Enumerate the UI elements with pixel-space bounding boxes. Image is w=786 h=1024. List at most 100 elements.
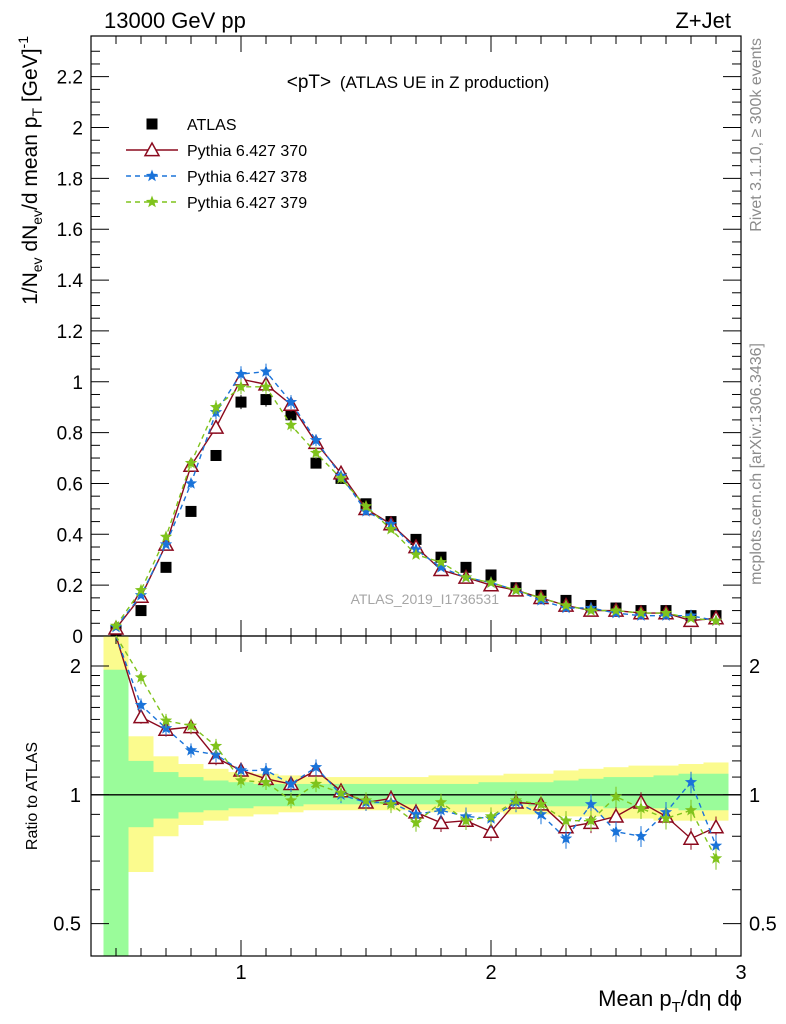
y-tick-label: 0.4 — [57, 525, 84, 546]
ylabel-part: 1/N — [19, 272, 42, 305]
x-tick-label: 3 — [735, 962, 746, 984]
series-2-line — [115, 370, 717, 628]
band-green-bin — [128, 760, 154, 828]
series-3-point — [334, 471, 348, 484]
series-3-point — [309, 446, 323, 459]
ratio-series-2-point — [434, 795, 448, 808]
y-tick-label: 0.6 — [57, 474, 83, 495]
ratio-data — [115, 635, 725, 870]
band-green-bin — [103, 669, 129, 956]
main-y-axis-label: 1/Nev dNev/d mean pT [GeV]-1 — [15, 36, 45, 305]
ratio-y-tick-label-right: 1 — [749, 785, 760, 807]
ratio-series-1-point — [184, 743, 198, 756]
ratio-series-2-point — [584, 814, 598, 826]
y-tick-label: 0.8 — [57, 424, 83, 445]
series-0-point — [460, 561, 472, 573]
series-2-point — [234, 367, 248, 380]
ratio-series-2-point — [484, 809, 498, 822]
xlabel-sub: T — [672, 999, 681, 1016]
xlabel-part: /dη dϕ — [681, 986, 742, 1011]
ylabel-part: /d mean p — [19, 117, 42, 210]
ratio-series-2-point — [609, 790, 623, 802]
x-tick-label: 2 — [485, 962, 496, 984]
ratio-series-1-point — [609, 825, 623, 837]
series-0-point — [210, 449, 222, 461]
legend-label: Pythia 6.427 379 — [187, 195, 307, 212]
ratio-series-2-point — [409, 816, 423, 829]
series-0-point — [285, 409, 297, 421]
ratio-series-2-point — [384, 797, 398, 810]
ratio-series-1-point — [159, 721, 173, 734]
series-3-point — [584, 604, 598, 616]
ratio-series-0-point — [482, 823, 500, 839]
series-3-point — [509, 583, 523, 596]
ylabel-sub: ev — [29, 257, 45, 272]
rivet-label: Rivet 3.1.10, ≥ 300k events — [748, 38, 765, 232]
ratio-series-1-point — [584, 797, 598, 810]
legend-marker — [145, 195, 159, 208]
plot-title-sub: (ATLAS UE in Z production) — [340, 73, 549, 92]
series-3-point — [284, 418, 298, 431]
series-0-point — [485, 569, 497, 581]
legend: ATLAS Pythia 6.427 370 Pythia 6.427 378 Pyt… — [126, 117, 307, 212]
series-3-point — [359, 499, 373, 512]
series-2-point — [184, 476, 198, 489]
ylabel-sup: -1 — [15, 36, 31, 49]
ylabel-unit: [GeV] — [19, 48, 42, 108]
ratio-series-1-point — [634, 829, 648, 842]
series-3-point — [134, 583, 148, 596]
series-3-point — [184, 456, 198, 469]
ratio-series-0-point — [707, 818, 725, 834]
series-3-point — [459, 571, 473, 583]
plot-title: <pT> (ATLAS UE in Z production) — [287, 72, 550, 93]
legend-label: Pythia 6.427 370 — [187, 143, 307, 160]
legend-label: Pythia 6.427 378 — [187, 169, 307, 186]
ratio-series-2-point — [259, 775, 273, 788]
ratio-series-2-point — [534, 797, 548, 810]
ratio-series-2-point — [184, 719, 198, 731]
series-3-point — [684, 611, 698, 624]
series-0-point — [235, 396, 247, 408]
series-3-point — [434, 555, 448, 568]
ratio-series-2-point — [234, 773, 248, 786]
ratio-series-2-point — [309, 777, 323, 790]
ratio-y-tick-label: 0.5 — [53, 914, 81, 936]
series-3-point — [634, 606, 648, 619]
ratio-series-2-point — [359, 793, 373, 806]
x-axis-label: Mean pT/dη dϕ — [598, 986, 742, 1016]
series-3-point — [659, 606, 673, 619]
ratio-series-1-point — [709, 839, 723, 852]
series-2-point — [284, 395, 298, 408]
series-3-line — [115, 386, 717, 627]
ylabel-sub: T — [29, 108, 45, 117]
series-0-point — [310, 457, 322, 469]
ratio-series-2-point — [159, 714, 173, 726]
ratio-series-2-point — [134, 670, 148, 683]
y-tick-label: 1.6 — [57, 220, 83, 241]
header-process: Z+Jet — [675, 8, 731, 33]
series-2-point — [434, 560, 448, 573]
y-tick-label: 2.2 — [57, 68, 83, 89]
ratio-series-1-point — [309, 760, 323, 773]
y-tick-label: 1.2 — [57, 322, 83, 343]
xlabel-part: Mean p — [598, 986, 671, 1011]
series-3-point — [709, 614, 723, 626]
series-0-point — [135, 605, 147, 617]
y-tick-label: 0.2 — [57, 576, 83, 597]
series-3-point — [559, 598, 573, 611]
ratio-series-2-point — [284, 793, 298, 806]
series-3-point — [609, 604, 623, 616]
ratio-uncertainty-bands — [103, 636, 729, 956]
x-tick-label: 1 — [235, 962, 246, 984]
ratio-series-2-point — [709, 851, 723, 864]
ratio-series-1-point — [209, 748, 223, 761]
band-green-bin — [703, 773, 729, 811]
series-3-point — [384, 522, 398, 535]
series-3-point — [159, 530, 173, 543]
header-energy: 13000 GeV pp — [104, 8, 246, 33]
series-3-point — [109, 619, 123, 632]
ratio-series-2-point — [509, 793, 523, 806]
y-tick-label: 2 — [72, 119, 83, 140]
main-panel: 0 0.2 0.4 0.6 0.8 1 1.2 1.4 1.6 1.8 2 2.2 — [57, 35, 742, 648]
